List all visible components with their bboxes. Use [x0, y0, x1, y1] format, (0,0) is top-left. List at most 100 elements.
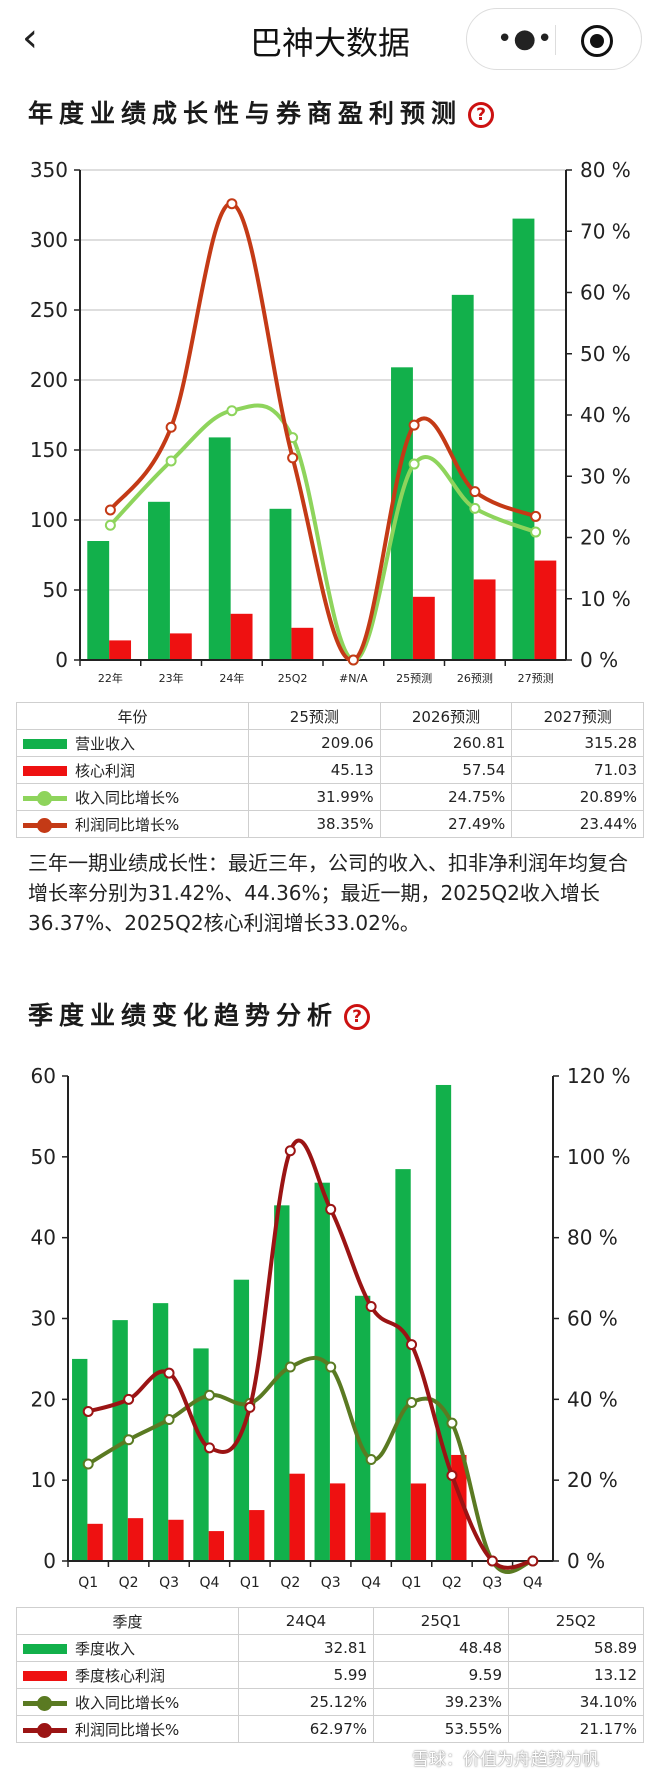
x-tick-label: Q1 — [78, 1575, 98, 1591]
line-point — [104, 519, 116, 531]
y-right-tick-label: 60 % — [567, 1307, 618, 1331]
y-right-tick-label: 20 % — [567, 1468, 618, 1492]
back-chevron-icon[interactable]: ‹ — [22, 15, 38, 61]
table-cell: 20.89% — [511, 783, 644, 811]
table-cell: 48.48 — [373, 1634, 509, 1662]
y-left-tick-label: 10 — [31, 1468, 56, 1492]
table-cell: 23.44% — [511, 810, 644, 838]
series-legend-cell: 收入同比增长% — [16, 783, 249, 811]
y-left-tick-label: 50 — [43, 578, 68, 602]
line-point — [530, 510, 542, 522]
y-left-tick-label: 50 — [31, 1145, 56, 1169]
table-cell: 62.97% — [238, 1715, 374, 1743]
bar-revenue — [193, 1348, 209, 1561]
legend-swatch — [23, 817, 67, 833]
bar-profit — [370, 1512, 386, 1561]
line-point — [203, 1442, 215, 1454]
quarterly-chart: 0 10 20 30 40 50 60 0 % 20 % 40 % 60 % 80 % 100 % 120… — [31, 1064, 631, 1591]
table-row: 利润同比增长% 38.35% 27.49% 23.44% — [16, 810, 644, 838]
table-cell: 32.81 — [238, 1634, 374, 1662]
y-left-tick-label: 0 — [55, 648, 68, 672]
line-point — [365, 1453, 377, 1465]
y-right-tick-label: 40 % — [567, 1387, 618, 1411]
x-tick-label: 25Q2 — [278, 672, 308, 685]
bar-revenue — [87, 541, 110, 660]
line-point — [406, 1339, 418, 1351]
bar-revenue — [269, 508, 292, 660]
table-row: 核心利润 45.13 57.54 71.03 — [16, 756, 644, 784]
bar-profit — [412, 596, 435, 660]
more-dots-icon[interactable]: •●• — [497, 24, 554, 54]
line-point — [446, 1417, 458, 1429]
bar-revenue — [152, 1303, 169, 1561]
table-cell: 38.35% — [248, 810, 381, 838]
line-point — [163, 1414, 175, 1426]
table-cell: 58.89 — [508, 1634, 644, 1662]
table-cell: 5.99 — [238, 1661, 374, 1689]
bar-profit — [109, 640, 132, 660]
bar-revenue — [112, 1320, 128, 1561]
series-label: 季度收入 — [75, 1639, 136, 1658]
x-tick-label: 26预测 — [457, 672, 493, 685]
table-cell: 21.17% — [508, 1715, 644, 1743]
y-right-tick-label: 0 % — [580, 648, 618, 672]
line-point — [104, 504, 116, 516]
table-cell: 34.10% — [508, 1688, 644, 1716]
line-point — [530, 526, 542, 538]
line-series-revenue-growth — [108, 403, 537, 662]
line-point — [347, 654, 359, 666]
y-right-tick-label: 40 % — [580, 403, 631, 427]
x-tick-label: Q4 — [523, 1575, 543, 1591]
x-tick-label: Q1 — [240, 1575, 260, 1591]
line-point — [203, 1389, 215, 1401]
help-icon[interactable]: ? — [344, 1004, 371, 1030]
table-row: 收入同比增长% 25.12% 39.23% 34.10% — [16, 1688, 644, 1716]
help-icon[interactable]: ? — [468, 102, 495, 128]
legend-swatch — [23, 1644, 67, 1654]
bar-revenue — [512, 218, 535, 660]
y-left-tick-label: 60 — [31, 1064, 56, 1088]
table-header-cell: 25Q2 — [508, 1607, 644, 1635]
y-right-tick-label: 80 % — [567, 1226, 618, 1250]
app-title: 巴神大数据 — [249, 24, 410, 62]
bar-revenue — [274, 1205, 290, 1561]
bar-revenue — [314, 1182, 330, 1561]
x-tick-label: Q2 — [442, 1575, 462, 1591]
watermark: 雪球：价值为舟趋势为帆 — [412, 1750, 599, 1770]
legend-swatch — [23, 1722, 67, 1738]
table-cell: 13.12 — [508, 1661, 644, 1689]
bar-profit — [230, 613, 253, 660]
target-icon[interactable] — [581, 25, 613, 57]
line-point — [123, 1393, 135, 1405]
legend-swatch — [23, 790, 67, 806]
line-point — [486, 1555, 498, 1567]
line-series-profit-growth — [108, 201, 537, 663]
series-label: 利润同比增长% — [75, 1720, 180, 1739]
y-right-tick-label: 20 % — [580, 526, 631, 550]
series-legend-cell: 利润同比增长% — [16, 1715, 239, 1743]
table-header-cell: 25Q1 — [373, 1607, 509, 1635]
line-point — [325, 1203, 337, 1215]
x-tick-label: Q3 — [482, 1575, 502, 1591]
table-cell: 53.55% — [373, 1715, 509, 1743]
bar-profit — [329, 1483, 346, 1561]
series-legend-cell: 收入同比增长% — [16, 1688, 239, 1716]
series-label: 核心利润 — [75, 761, 136, 780]
bar-profit — [127, 1518, 144, 1561]
bar-revenue — [148, 501, 170, 660]
bar-profit — [473, 579, 496, 660]
y-left-tick-label: 150 — [30, 438, 68, 462]
y-right-tick-label: 30 % — [580, 464, 631, 488]
quarterly-data-table: 季度 24Q4 25Q1 25Q2 季度收入 32.81 48.48 58.89 季度核心利润 5… — [16, 1607, 644, 1743]
legend-swatch — [23, 1671, 67, 1681]
series-label: 利润同比增长% — [75, 815, 180, 834]
table-cell: 27.49% — [379, 810, 513, 838]
line-point — [325, 1361, 337, 1373]
x-tick-label: 25预测 — [396, 672, 432, 685]
series-legend-cell: 季度收入 — [16, 1634, 239, 1662]
line-point — [284, 1361, 296, 1373]
x-tick-label: Q3 — [159, 1575, 179, 1591]
table-row: 季度收入 32.81 48.48 58.89 — [16, 1634, 644, 1662]
y-left-tick-label: 200 — [30, 368, 68, 392]
line-point — [123, 1434, 135, 1446]
